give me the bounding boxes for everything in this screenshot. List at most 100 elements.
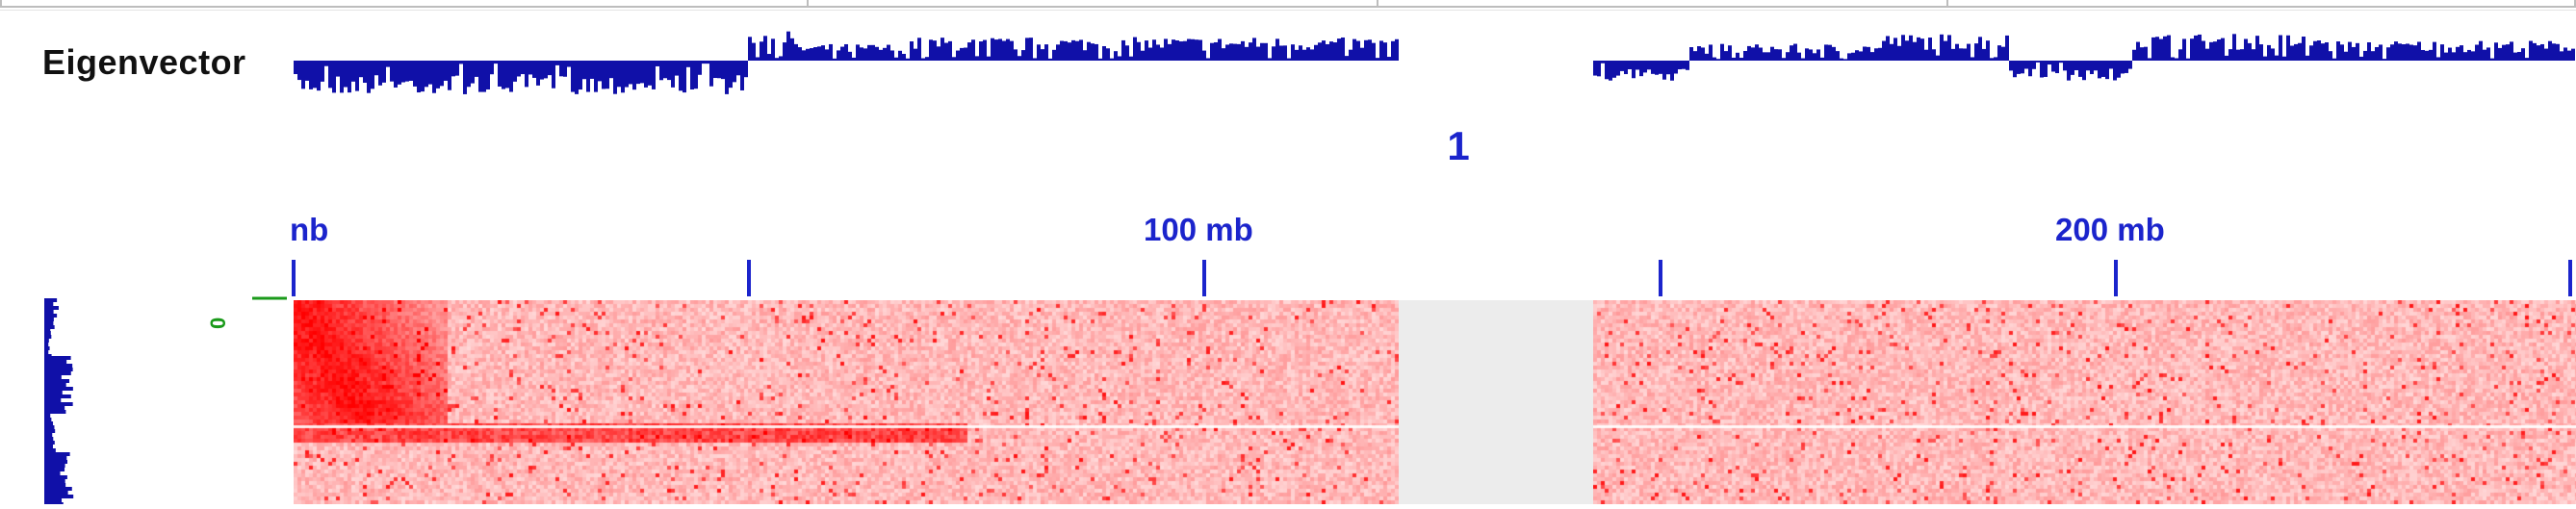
eigenvector-bar [1075, 40, 1079, 61]
eigenvector-bar [2205, 48, 2209, 61]
heatmap-segment[interactable] [1593, 300, 2576, 504]
eigenvector-bar [336, 61, 340, 77]
eigenvector-bar [775, 58, 779, 61]
eigenvector-bar [1786, 52, 1790, 61]
contact-heatmap[interactable] [294, 300, 2576, 504]
left-eigenvector-track[interactable] [44, 298, 83, 504]
eigenvector-bar [883, 47, 887, 61]
eigenvector-bar [2398, 43, 2402, 61]
eigenvector-bar [2125, 61, 2128, 73]
left-eigenvector-bar [44, 302, 54, 306]
eigenvector-bar [2525, 58, 2529, 61]
eigenvector-bar [2306, 55, 2309, 61]
eigenvector-bar [1705, 53, 1709, 61]
panel-segment [0, 0, 809, 8]
eigenvector-bar [579, 61, 582, 90]
heatmap-canvas-right[interactable] [1593, 300, 2576, 504]
left-eigenvector-bar [44, 448, 56, 452]
eigenvector-bar [906, 58, 910, 61]
eigenvector-bar [1141, 50, 1145, 61]
ruler-tick [747, 260, 751, 296]
eigenvector-bar [1352, 38, 1356, 61]
eigenvector-bar [810, 48, 813, 61]
eigenvector-bar [1755, 44, 1759, 61]
eigenvector-bar [1299, 45, 1302, 61]
eigenvector-bar [1272, 46, 1275, 61]
eigenvector-bar [2356, 42, 2359, 61]
eigenvector-bar [609, 61, 613, 79]
eigenvector-bar [1214, 41, 1218, 61]
eigenvector-bar [478, 61, 482, 92]
eigenvector-bar [698, 61, 702, 75]
eigenvector-bar [898, 50, 902, 61]
eigenvector-bar [2255, 36, 2259, 61]
genome-ruler[interactable] [289, 202, 2576, 298]
eigenvector-bar [2340, 44, 2344, 61]
eigenvector-bar [2232, 34, 2236, 61]
eigenvector-bar [2059, 61, 2063, 64]
eigenvector-bar [1651, 61, 1655, 74]
left-eigenvector-bar [44, 406, 65, 410]
eigenvector-bar [1659, 61, 1662, 74]
eigenvector-bar [2236, 49, 2240, 61]
eigenvector-bar [683, 61, 686, 93]
eigenvector-bar [305, 61, 309, 81]
chromosome-label[interactable]: 1 [1447, 123, 1470, 168]
eigenvector-bar [1913, 41, 1917, 61]
eigenvector-bar [1612, 61, 1616, 78]
eigenvector-bar [644, 61, 648, 88]
eigenvector-bar [2013, 61, 2017, 78]
left-eigenvector-bar [44, 346, 50, 350]
eigenvector-bar [1678, 61, 1682, 70]
eigenvector-bar [2074, 61, 2078, 71]
eigenvector-bar [2267, 44, 2271, 61]
eigenvector-bar [1018, 56, 1021, 61]
eigenvector-bar [725, 61, 729, 94]
eigenvector-bar [2117, 61, 2121, 78]
eigenvector-bar [717, 61, 721, 79]
eigenvector-bar [2375, 46, 2379, 61]
eigenvector-bar [2032, 61, 2036, 69]
eigenvector-bar [2544, 48, 2548, 61]
eigenvector-bar [967, 42, 971, 61]
eigenvector-bar [652, 61, 656, 89]
eigenvector-bar [879, 49, 883, 61]
eigenvector-bar [1609, 61, 1612, 81]
eigenvector-bar [378, 61, 382, 86]
eigenvector-track[interactable] [294, 8, 2575, 104]
eigenvector-bar [2040, 61, 2044, 78]
eigenvector-bar [2417, 41, 2421, 61]
eigenvector-bar [2556, 43, 2560, 61]
eigenvector-bar [1083, 50, 1087, 61]
eigenvector-bar [2440, 44, 2444, 61]
left-eigenvector-bar [44, 410, 66, 414]
eigenvector-bar [1172, 39, 1175, 61]
eigenvector-bar [2021, 61, 2024, 74]
heatmap-canvas-left[interactable] [294, 300, 1399, 504]
eigenvector-bar [498, 61, 502, 87]
eigenvector-bar [2259, 44, 2263, 61]
eigenvector-bar [675, 61, 679, 76]
eigenvector-bar [1029, 38, 1033, 61]
eigenvector-bar [2209, 41, 2213, 61]
eigenvector-bar [1632, 61, 1636, 79]
eigenvector-bar [2463, 52, 2467, 61]
eigenvector-bar [371, 61, 374, 89]
eigenvector-bar [2409, 44, 2413, 61]
eigenvector-bar [2494, 42, 2498, 61]
eigenvector-bar [1647, 61, 1651, 70]
eigenvector-bar [1010, 40, 1014, 61]
panel-segment [807, 0, 1378, 8]
left-eigenvector-bar [44, 350, 49, 354]
eigenvector-bar [856, 44, 860, 61]
eigenvector-bar [629, 61, 632, 85]
eigenvector-bar [2471, 51, 2475, 61]
eigenvector-bar [656, 61, 659, 66]
left-eigenvector-bar [44, 468, 65, 471]
eigenvector-bar [1152, 39, 1156, 61]
eigenvector-bar [952, 57, 956, 61]
heatmap-segment[interactable] [294, 300, 1399, 504]
eigenvector-bar [1886, 36, 1890, 61]
eigenvector-bar [621, 61, 625, 93]
eigenvector-bar [1851, 52, 1855, 61]
